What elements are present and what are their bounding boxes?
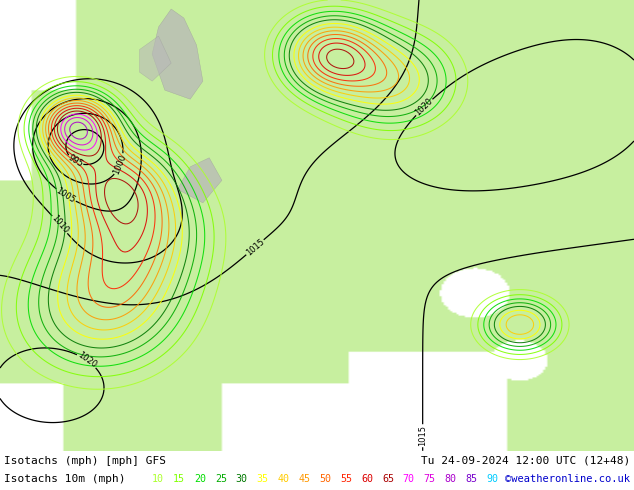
Text: Isotachs 10m (mph): Isotachs 10m (mph) <box>4 474 126 484</box>
Text: 85: 85 <box>465 474 477 484</box>
Text: 30: 30 <box>236 474 248 484</box>
Text: 1000: 1000 <box>112 153 129 176</box>
Polygon shape <box>178 158 222 203</box>
Text: 20: 20 <box>194 474 206 484</box>
Text: 1020: 1020 <box>75 351 98 370</box>
Text: 1015: 1015 <box>244 237 266 258</box>
Text: 995: 995 <box>66 153 84 170</box>
Text: 1020: 1020 <box>413 97 435 118</box>
Text: 65: 65 <box>382 474 394 484</box>
Text: 1010: 1010 <box>49 214 70 236</box>
Polygon shape <box>139 36 171 81</box>
Text: 40: 40 <box>278 474 290 484</box>
Text: 80: 80 <box>444 474 456 484</box>
Text: 1005: 1005 <box>55 186 77 205</box>
Text: Tu 24-09-2024 12:00 UTC (12+48): Tu 24-09-2024 12:00 UTC (12+48) <box>421 456 630 466</box>
Text: 50: 50 <box>320 474 331 484</box>
Text: 35: 35 <box>257 474 269 484</box>
Text: 70: 70 <box>403 474 415 484</box>
Text: 15: 15 <box>173 474 185 484</box>
Text: Isotachs (mph) [mph] GFS: Isotachs (mph) [mph] GFS <box>4 456 166 466</box>
Text: 25: 25 <box>215 474 227 484</box>
Text: 90: 90 <box>486 474 498 484</box>
Text: 55: 55 <box>340 474 352 484</box>
Text: 45: 45 <box>299 474 311 484</box>
Polygon shape <box>152 9 203 99</box>
Text: 1015: 1015 <box>418 425 427 446</box>
Text: 60: 60 <box>361 474 373 484</box>
Text: 10: 10 <box>152 474 164 484</box>
Text: ©weatheronline.co.uk: ©weatheronline.co.uk <box>505 474 630 484</box>
Text: 75: 75 <box>424 474 436 484</box>
